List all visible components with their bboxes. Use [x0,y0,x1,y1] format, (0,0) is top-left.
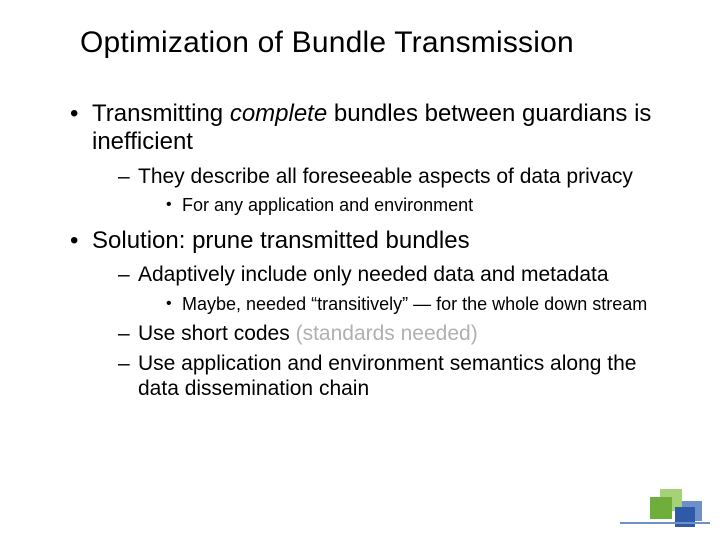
bullet-1-1: They describe all foreseeable aspects of… [118,165,670,217]
bullet-2-text: Solution: prune transmitted bundles [92,227,470,254]
bullet-2-1: Adaptively include only needed data and … [118,263,670,315]
deco-blue-square-back [682,501,702,521]
bullet-1-sub: They describe all foreseeable aspects of… [92,165,670,217]
bullet-2-3-text: Use application and environment semantic… [138,352,636,400]
corner-decoration-icon [620,487,710,532]
bullet-1-1-1-text: For any application and environment [182,195,473,215]
bullet-1-1-1: For any application and environment [166,195,670,217]
bullet-2-sub: Adaptively include only needed data and … [92,263,670,402]
bullet-1: Transmitting complete bundles between gu… [70,100,670,217]
slide: Optimization of Bundle Transmission Tran… [0,0,720,540]
deco-green-square-front [650,497,672,519]
bullet-2-2: Use short codes (standards needed) [118,322,670,347]
bullet-2-2-text: Use short codes [138,322,296,345]
bullet-1-1-sub: For any application and environment [138,195,670,217]
bullet-2: Solution: prune transmitted bundles Adap… [70,227,670,402]
deco-blue-square-front [675,507,695,527]
bullet-2-1-1: Maybe, needed “transitively” — for the w… [166,294,670,316]
bullet-2-1-1-text: Maybe, needed “transitively” — for the w… [182,294,647,314]
bullet-2-1-sub: Maybe, needed “transitively” — for the w… [138,294,670,316]
bullet-2-3: Use application and environment semantic… [118,352,670,402]
bullet-2-2-muted: (standards needed) [296,322,478,345]
bullet-2-1-text: Adaptively include only needed data and … [138,263,609,286]
bullet-1-pre: Transmitting [92,100,230,127]
slide-title: Optimization of Bundle Transmission [80,26,680,60]
bullet-list: Transmitting complete bundles between gu… [40,100,680,402]
bullet-1-1-text: They describe all foreseeable aspects of… [138,165,633,188]
bullet-1-em: complete [230,100,327,127]
deco-green-square-back [660,489,682,511]
